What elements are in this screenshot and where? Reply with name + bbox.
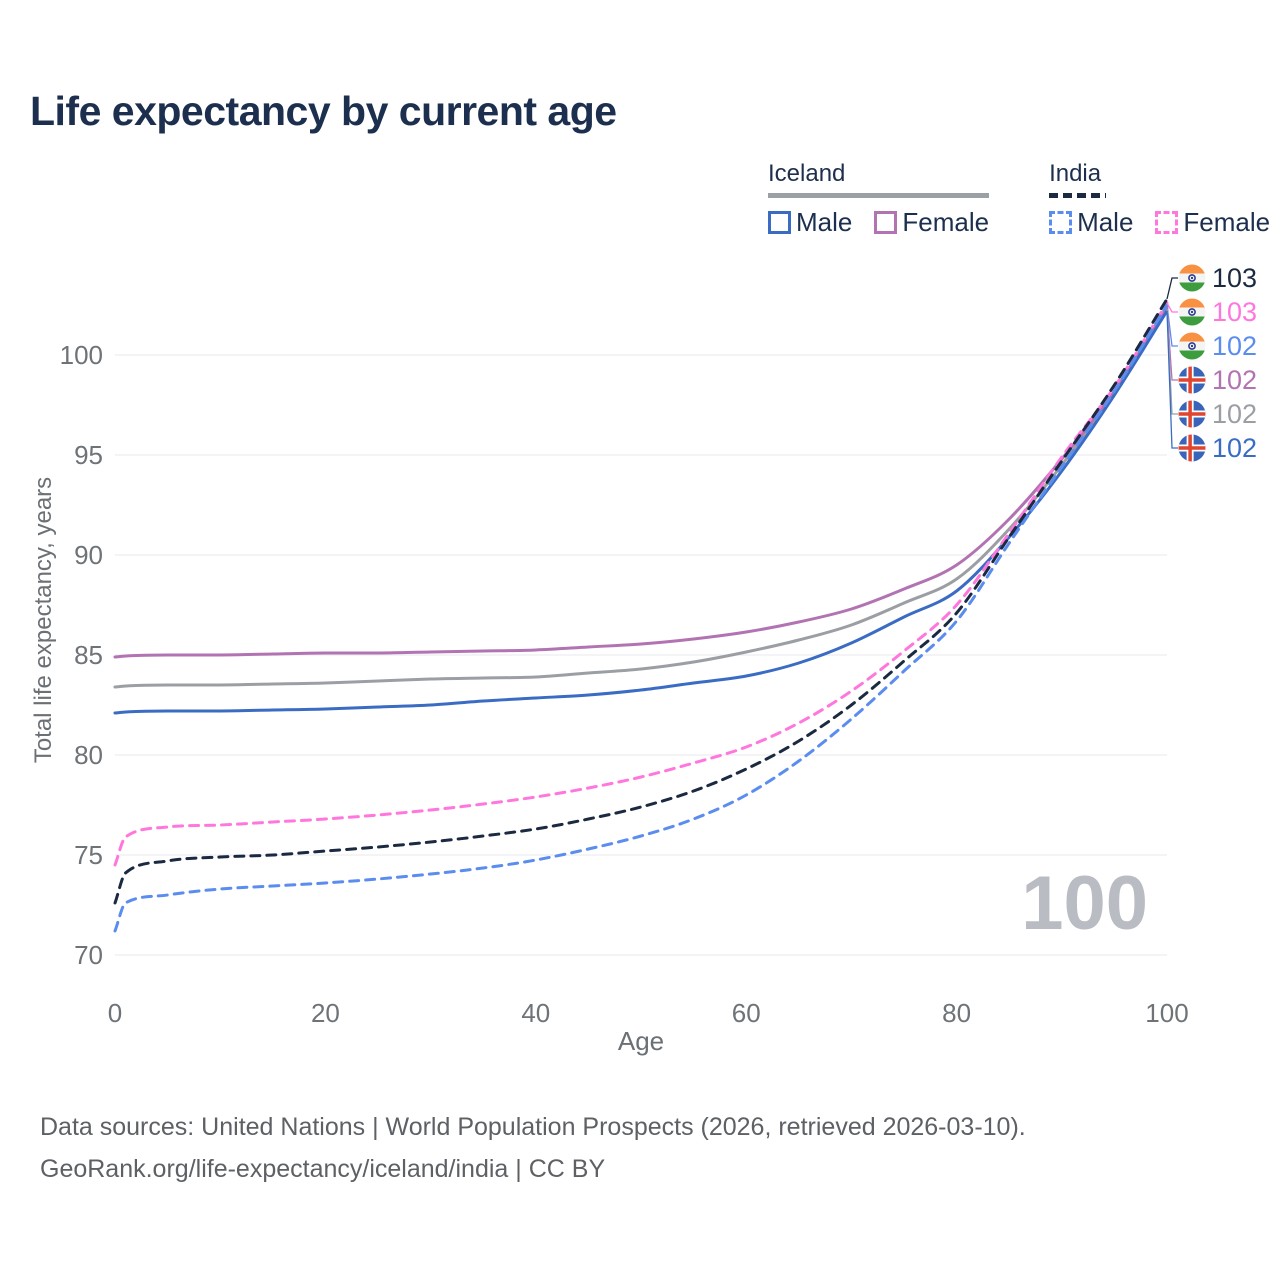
legend-toggle-india-female[interactable]: Female [1155,207,1270,238]
end-label-value: 102 [1212,433,1257,463]
y-tick-label: 75 [74,840,103,870]
india-flag-icon [1178,332,1206,360]
y-tick-label: 95 [74,440,103,470]
india-female-checkbox-icon [1155,211,1179,234]
end-label-value: 102 [1212,399,1257,429]
series-line-india_all [113,297,1169,905]
series-line-iceland_female [113,305,1169,659]
end-label-leader [1166,302,1178,313]
x-tick-label: 0 [108,998,122,1028]
end-label-leader [1166,310,1178,449]
legend-label-india-male: Male [1077,207,1134,237]
y-tick-label: 90 [74,540,103,570]
legend-group-iceland: Iceland Male Female [768,160,990,238]
series-line-iceland_all [113,307,1169,689]
iceland-flag-icon [1178,400,1206,428]
legend-label-iceland-male: Male [796,207,853,237]
iceland-female-checkbox-icon [874,211,898,234]
legend-country-india: India [1049,160,1102,187]
iceland-male-checkbox-icon [768,211,791,234]
end-label-leader [1166,304,1178,347]
india-flag-icon [1178,298,1206,326]
iceland-flag-icon [1178,366,1206,394]
end-label-value: 103 [1212,263,1257,293]
y-tick-label: 80 [74,740,103,770]
age-counter-watermark: 100 [1021,861,1148,946]
x-tick-label: 100 [1145,998,1188,1028]
x-tick-label: 40 [521,998,550,1028]
x-tick-label: 20 [311,998,340,1028]
footer: Data sources: United Nations | World Pop… [40,1106,1026,1190]
y-tick-label: 100 [60,340,103,370]
end-label-leader [1166,277,1178,300]
iceland-solid-line-sample [768,193,990,198]
end-label-value: 103 [1212,297,1257,327]
x-tick-label: 80 [942,998,971,1028]
india-flag-icon [1178,264,1206,292]
legend-toggle-iceland-female[interactable]: Female [874,207,989,238]
footer-attribution: GeoRank.org/life-expectancy/iceland/indi… [40,1155,606,1183]
india-dashed-line-sample [1049,193,1107,198]
end-label-value: 102 [1212,331,1257,361]
end-label-value: 102 [1212,365,1257,395]
iceland-flag-icon [1178,434,1206,462]
x-tick-label: 60 [732,998,761,1028]
y-tick-label: 85 [74,640,103,670]
legend-label-iceland-female: Female [902,207,990,237]
chart-title: Life expectancy by current age [30,88,617,134]
legend-group-india: India Male Female [1049,160,1270,238]
series-line-iceland_male [113,309,1169,715]
legend-label-india-female: Female [1183,207,1271,237]
x-axis-title: Age [617,1026,665,1056]
legend-country-iceland: Iceland [768,160,846,187]
y-axis-title: Total life expectancy, years [30,476,57,764]
series-line-india_male [113,303,1169,933]
series-line-india_female [113,301,1169,867]
footer-data-sources: Data sources: United Nations | World Pop… [40,1113,1026,1141]
india-male-checkbox-icon [1049,211,1073,234]
y-tick-label: 70 [74,940,103,970]
legend-toggle-iceland-male[interactable]: Male [768,207,852,238]
legend: Iceland Male Female India Male [768,160,1270,238]
legend-toggle-india-male[interactable]: Male [1049,207,1133,238]
